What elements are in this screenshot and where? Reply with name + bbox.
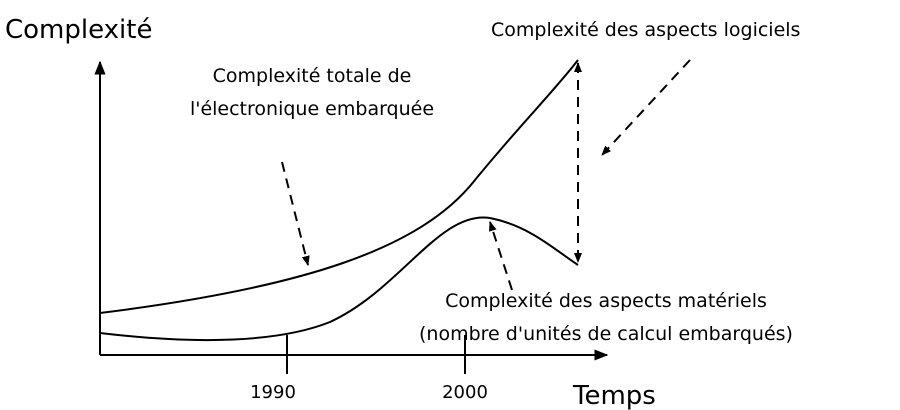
pointer-arrow bbox=[281, 161, 310, 266]
x-axis-title: Temps bbox=[572, 381, 656, 410]
tick-label: 1990 bbox=[250, 382, 296, 403]
hardware-curve bbox=[99, 216, 579, 342]
axes bbox=[94, 60, 609, 374]
total-curve bbox=[99, 59, 579, 314]
y-axis-title: Complexité bbox=[5, 15, 152, 45]
annotation: (nombre d'unités de calcul embarqués) bbox=[419, 323, 793, 345]
pointer-arrow bbox=[488, 221, 513, 291]
pointer-arrow bbox=[601, 59, 691, 156]
annotation: Complexité totale de bbox=[213, 65, 412, 87]
annotation: Complexité des aspects logiciels bbox=[491, 19, 800, 41]
annotation: l'électronique embarquée bbox=[190, 98, 434, 120]
annotation: Complexité des aspects matériels bbox=[445, 290, 767, 312]
tick-label: 2000 bbox=[442, 382, 488, 403]
